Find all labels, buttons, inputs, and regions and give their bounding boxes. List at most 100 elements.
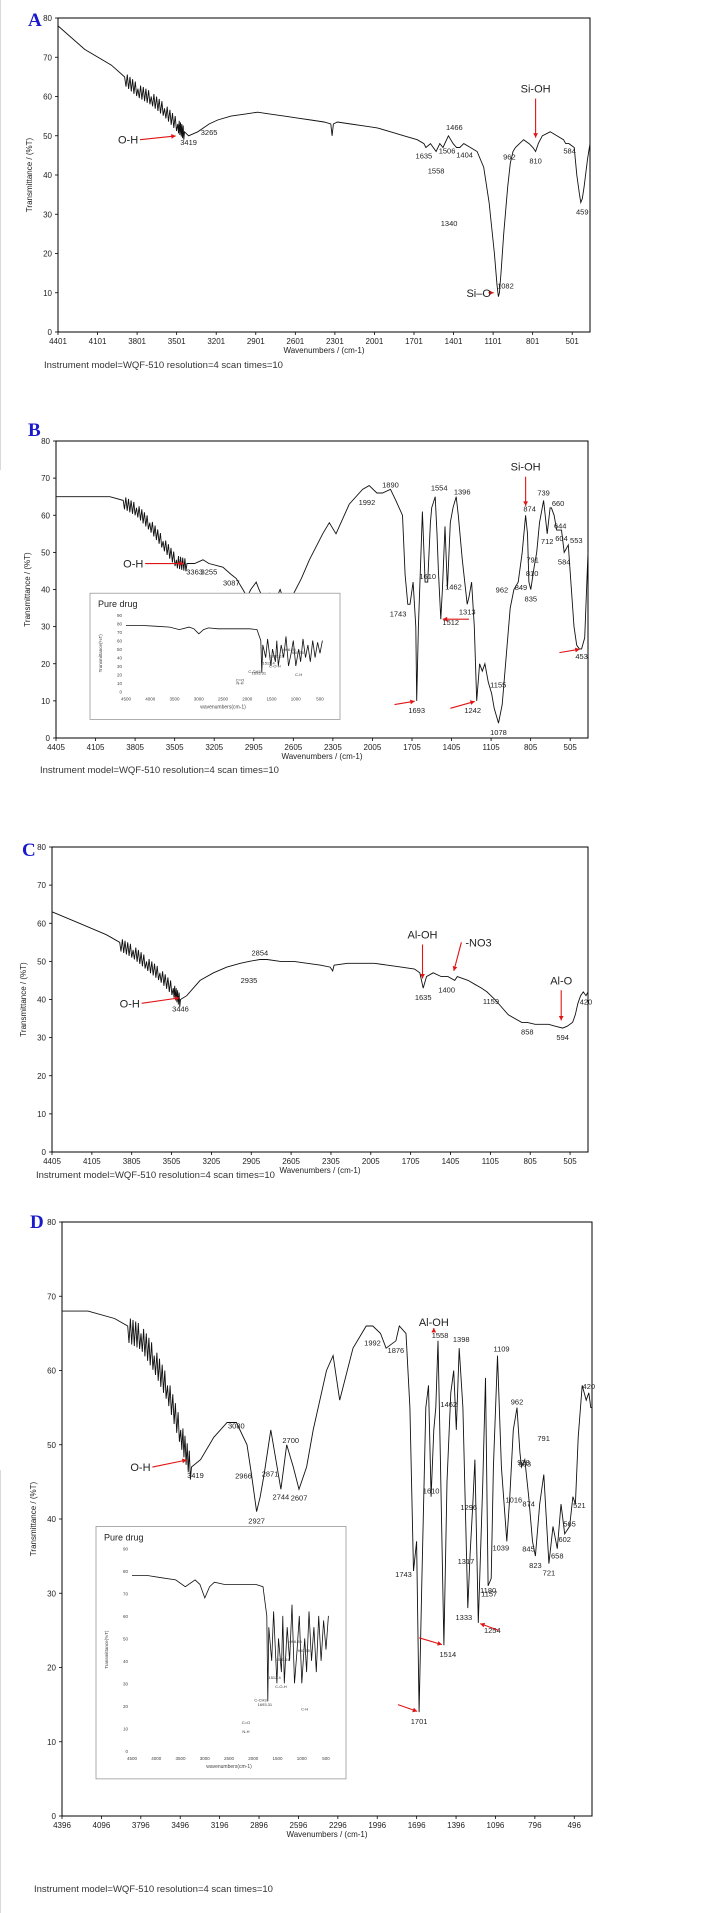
panel-b: B 0 10 20 30 40 50 60 70 80 4405 4105 3805 3505 3205 2… <box>0 420 728 785</box>
peak-label: 1693 <box>408 706 425 715</box>
peak-label: 903 <box>519 1460 532 1469</box>
x-tick-label: 1396 <box>447 1821 465 1830</box>
peak-label: 2871 <box>262 1469 279 1478</box>
inset-annotation: 1096.35 <box>287 1639 302 1644</box>
peak-label: 2700 <box>282 1436 299 1445</box>
y-tick-label: 0 <box>46 734 51 743</box>
functional-group-label: O-H <box>130 1462 150 1474</box>
panel-label-d: D <box>30 1212 44 1233</box>
inset-x-tick-label: 2500 <box>218 696 229 701</box>
inset-annotation: C-CH3 <box>254 1697 267 1702</box>
x-tick-label: 4405 <box>47 743 65 752</box>
inset-annotation: 1390.51 <box>275 1657 290 1662</box>
peak-label: 874 <box>522 1500 535 1509</box>
peak-label: 962 <box>496 586 509 595</box>
instrument-footer-d: Instrument model=WQF-510 resolution=4 sc… <box>34 1884 273 1895</box>
panel-a: A 0 10 20 30 40 50 60 70 80 4401 4101 3801 3501 3201 2… <box>0 0 728 380</box>
y-tick-label: 60 <box>43 93 52 102</box>
x-tick-label: 1405 <box>443 743 461 752</box>
peak-label: 791 <box>537 1434 550 1443</box>
inset-annotation: 1390.51 <box>269 654 284 659</box>
inset-y-tick-label: 30 <box>123 1681 129 1686</box>
inset-annotation: 940.75 <box>292 650 305 655</box>
instrument-footer-a: Instrument model=WQF-510 resolution=4 sc… <box>44 360 283 371</box>
x-tick-label: 3796 <box>132 1821 150 1830</box>
peak-label: 849 <box>515 583 528 592</box>
peak-label: 3080 <box>228 1421 245 1430</box>
functional-group-label: Al-O <box>550 975 572 987</box>
y-tick-label: 0 <box>42 1148 47 1157</box>
inset-x-axis-title: wavenumbers(cm-1) <box>206 1764 252 1770</box>
y-tick-label: 10 <box>43 289 52 298</box>
peak-label: 594 <box>556 1033 569 1042</box>
inset-annotation: N-H <box>242 1729 249 1734</box>
marker-arrowhead <box>442 616 448 622</box>
peak-label: 1876 <box>388 1346 405 1355</box>
x-tick-label: 3201 <box>207 337 225 346</box>
y-tick-label: 40 <box>47 1515 56 1524</box>
inset-y-tick-label: 10 <box>117 681 123 686</box>
panel-label-a: A <box>28 10 42 31</box>
peak-label: 962 <box>511 1398 524 1407</box>
marker-arrow <box>152 1459 187 1468</box>
spectrum-line <box>56 485 589 724</box>
peak-label: 835 <box>525 595 538 604</box>
y-tick-label: 10 <box>41 697 50 706</box>
inset-annotation: 1693.31 <box>258 1702 273 1707</box>
y-tick-label: 80 <box>41 437 50 446</box>
inset-annotation: C-O-H <box>275 1684 287 1689</box>
marker-arrowhead <box>452 966 458 971</box>
x-axis-title: Wavenumbers / (cm-1) <box>283 346 364 355</box>
functional-group-label: Al-OH <box>419 1317 449 1329</box>
peak-label: 1890 <box>382 480 399 489</box>
peak-label: 858 <box>521 1027 534 1036</box>
peak-label: 739 <box>537 488 550 497</box>
y-axis-title: Transmittance / (%T) <box>25 137 34 212</box>
x-axis-title: Wavenumbers / (cm-1) <box>281 752 362 761</box>
peak-label: 584 <box>563 147 576 156</box>
marker-arrowhead <box>431 1327 437 1333</box>
inset-y-tick-label: 50 <box>123 1636 129 1641</box>
peak-label: 1992 <box>359 498 376 507</box>
x-tick-label: 1105 <box>482 1157 500 1166</box>
x-axis-title: Wavenumbers / (cm-1) <box>286 1830 367 1839</box>
x-tick-label: 4096 <box>93 1821 111 1830</box>
peak-label: 644 <box>554 521 567 530</box>
peak-label: 604 <box>555 534 568 543</box>
marker-arrowhead <box>420 974 425 979</box>
peak-label: 1743 <box>395 1570 412 1579</box>
x-tick-label: 501 <box>566 337 580 346</box>
inset-x-tick-label: 4500 <box>121 696 132 701</box>
peak-label: 1610 <box>423 1487 440 1496</box>
peak-label: 420 <box>580 998 593 1007</box>
peak-label: 1396 <box>454 488 471 497</box>
peak-label: 2607 <box>291 1493 308 1502</box>
inset-y-tick-label: 90 <box>117 613 123 618</box>
x-tick-label: 2001 <box>366 337 384 346</box>
spectrum-chart-b: 0 10 20 30 40 50 60 70 80 4405 4105 3805 3505 3205 290… <box>23 437 589 761</box>
y-tick-label: 0 <box>52 1812 57 1821</box>
inset-annotation: N-H <box>236 681 243 686</box>
inset-y-tick-label: 20 <box>123 1704 129 1709</box>
inset-y-tick-label: 30 <box>117 664 123 669</box>
spectrum-chart-d: 0 10 20 30 40 50 60 70 80 4396 4096 3796 3496 3196 289… <box>29 1218 595 1839</box>
functional-group-label: O-H <box>118 135 138 147</box>
functional-group-label: Si-OH <box>511 462 541 474</box>
y-tick-label: 70 <box>43 53 52 62</box>
peak-label: 1109 <box>493 1345 509 1354</box>
inset-y-tick-label: 0 <box>119 689 122 694</box>
inset-x-tick-label: 1000 <box>297 1756 308 1761</box>
y-tick-label: 40 <box>37 996 46 1005</box>
inset-annotation: 940.75 <box>298 1648 311 1653</box>
peak-label: 1558 <box>428 166 445 175</box>
inset-annotation: C-O-H <box>269 664 281 669</box>
x-tick-label: 801 <box>526 337 540 346</box>
peak-label: 1400 <box>438 985 455 994</box>
y-tick-label: 40 <box>41 586 50 595</box>
inset-frame <box>95 1526 347 1780</box>
peak-label: 3255 <box>201 568 218 577</box>
x-tick-label: 505 <box>564 743 578 752</box>
peak-label: 1404 <box>456 151 473 160</box>
inset-x-tick-label: 3000 <box>200 1756 211 1761</box>
spectrum-chart-c: 0 10 20 30 40 50 60 70 80 4405 4105 3805 3505 3205 290… <box>19 843 593 1175</box>
